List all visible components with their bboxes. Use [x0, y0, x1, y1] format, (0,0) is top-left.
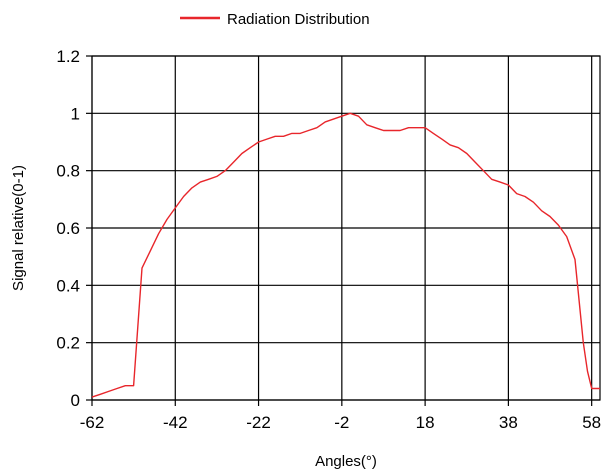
y-axis-title: Signal relative(0-1): [10, 165, 27, 291]
series-layer: [91, 112, 600, 398]
axis-ticks: -62 -42 -22 -2 18 38 58 0 0.2 0.4 0.6 0.8 1 1.2: [56, 47, 601, 432]
x-tick-label: 58: [582, 413, 601, 432]
x-tick-label: -42: [163, 413, 188, 432]
y-tick-label: 1.2: [56, 47, 80, 66]
y-tick-label: 0.8: [56, 162, 80, 181]
grid: [91, 55, 600, 401]
y-tick-label: 0.6: [56, 219, 80, 238]
series-line-radiation-distribution: [91, 112, 600, 398]
y-tick-label: 0: [71, 391, 80, 410]
y-tick-label: 1: [71, 104, 80, 123]
legend: Radiation Distribution: [180, 11, 370, 28]
y-tick-label: 0.4: [56, 276, 80, 295]
x-tick-label: -2: [334, 413, 349, 432]
x-tick-label: -62: [80, 413, 105, 432]
x-tick-label: 18: [416, 413, 435, 432]
legend-label-radiation-distribution: Radiation Distribution: [227, 11, 370, 28]
y-tick-label: 0.2: [56, 334, 80, 353]
x-axis-title: Angles(°): [315, 453, 377, 470]
x-tick-label: -22: [246, 413, 271, 432]
x-tick-label: 38: [499, 413, 518, 432]
